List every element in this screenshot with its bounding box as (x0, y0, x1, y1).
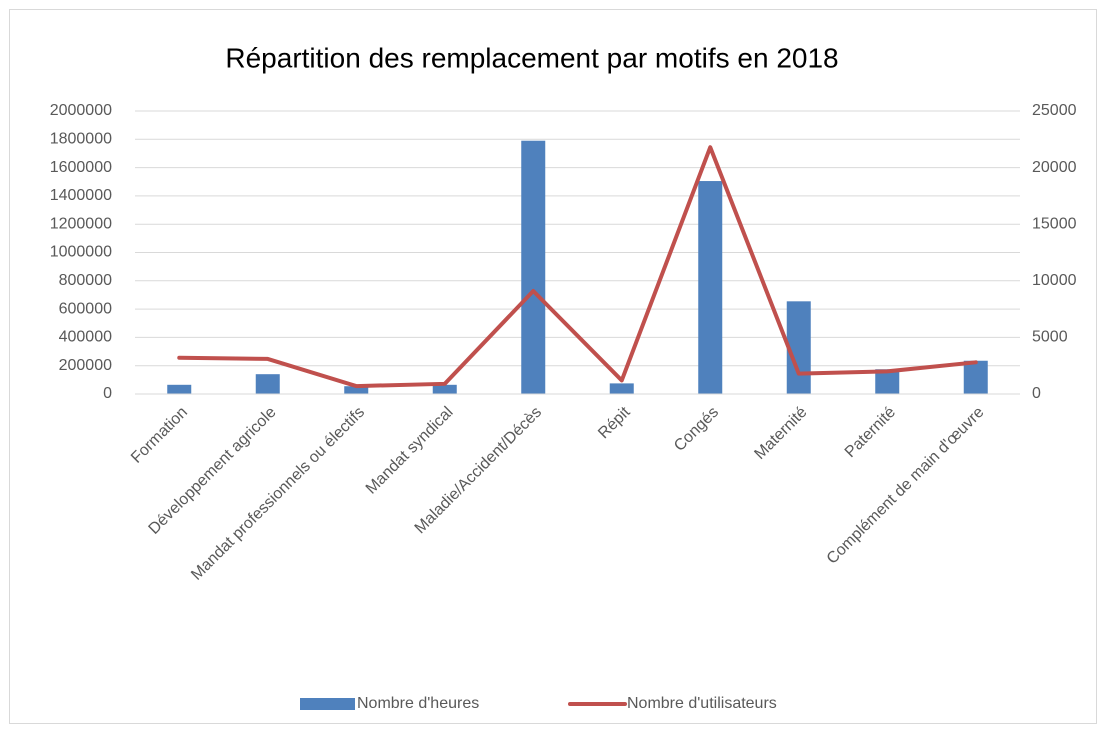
y-tick-label: 1400000 (50, 187, 112, 204)
y2-tick-label: 15000 (1032, 215, 1077, 232)
y-tick-label: 1800000 (50, 131, 112, 148)
y2-tick-label: 5000 (1032, 329, 1068, 346)
y-tick-label: 800000 (59, 272, 112, 289)
legend-label: Nombre d'heures (357, 695, 479, 712)
y-tick-label: 0 (103, 385, 112, 402)
y2-tick-label: 10000 (1032, 272, 1077, 289)
y2-tick-label: 25000 (1032, 102, 1077, 119)
bar (344, 386, 369, 394)
line (177, 145, 978, 389)
y-tick-label: 1000000 (50, 244, 112, 261)
bar (609, 383, 634, 394)
y-tick-label: 1200000 (50, 215, 112, 232)
y-tick-label: 1600000 (50, 159, 112, 176)
y2-tick-label: 20000 (1032, 159, 1077, 176)
y-tick-label: 600000 (59, 300, 112, 317)
bar (255, 374, 280, 394)
bar (521, 140, 546, 394)
bar (698, 181, 723, 394)
bar (786, 301, 811, 394)
y-tick-label: 2000000 (50, 102, 112, 119)
legend-swatch (300, 698, 355, 710)
legend-label: Nombre d'utilisateurs (627, 695, 777, 712)
bar (167, 384, 192, 394)
bar (963, 360, 988, 394)
y-tick-label: 200000 (59, 357, 112, 374)
y2-tick-label: 0 (1032, 385, 1041, 402)
chart-title: Répartition des remplacement par motifs … (225, 42, 838, 73)
y-tick-label: 400000 (59, 329, 112, 346)
bar (432, 384, 457, 394)
